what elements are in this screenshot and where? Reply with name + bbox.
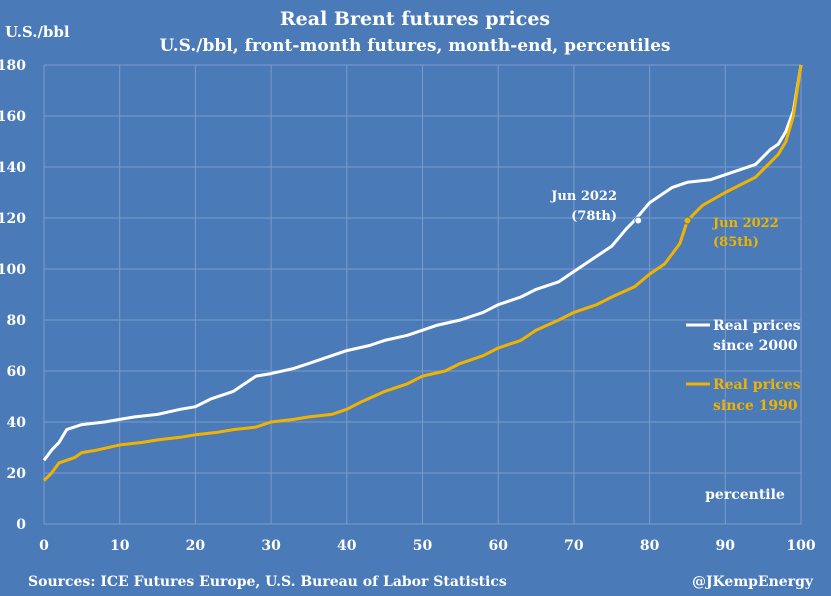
annotation-1990-sublabel: (85th) bbox=[713, 235, 759, 250]
x-axis-ticks: 0 10 20 30 40 50 60 70 80 90 100 bbox=[39, 538, 816, 554]
annotation-1990-label: Jun 2022 bbox=[712, 216, 779, 231]
y-tick-label: 160 bbox=[0, 109, 26, 125]
x-tick-label: 20 bbox=[186, 538, 206, 554]
x-tick-label: 30 bbox=[261, 538, 281, 554]
annotation-points bbox=[634, 216, 692, 225]
series-line-1 bbox=[42, 64, 803, 482]
y-axis-ticks: 0 20 40 60 80 100 120 140 160 180 bbox=[0, 58, 26, 533]
legend-1990-line2: since 1990 bbox=[713, 398, 798, 414]
y-tick-label: 80 bbox=[7, 313, 27, 329]
series-line-0 bbox=[42, 64, 803, 462]
x-tick-label: 80 bbox=[640, 538, 660, 554]
x-tick-label: 0 bbox=[39, 538, 49, 554]
x-tick-label: 40 bbox=[337, 538, 357, 554]
y-tick-label: 140 bbox=[0, 160, 26, 176]
x-tick-label: 70 bbox=[564, 538, 584, 554]
annotation-point-0 bbox=[634, 216, 643, 225]
grid bbox=[43, 64, 802, 525]
footer-sources: Sources: ICE Futures Europe, U.S. Bureau… bbox=[28, 574, 507, 590]
y-tick-label: 0 bbox=[16, 517, 26, 533]
legend-1990-line1: Real prices bbox=[713, 377, 801, 393]
x-tick-label: 100 bbox=[786, 538, 815, 554]
chart-title: Real Brent futures prices bbox=[280, 8, 550, 30]
x-tick-label: 90 bbox=[716, 538, 736, 554]
x-tick-label: 10 bbox=[110, 538, 130, 554]
x-axis-label: percentile bbox=[705, 487, 785, 503]
chart-subtitle: U.S./bbl, front-month futures, month-end… bbox=[159, 36, 670, 56]
legend: Real prices since 2000 Real prices since… bbox=[686, 318, 801, 414]
y-tick-label: 120 bbox=[0, 211, 26, 227]
x-tick-label: 50 bbox=[413, 538, 433, 554]
annotation-2000-label: Jun 2022 bbox=[550, 189, 617, 204]
y-tick-label: 60 bbox=[7, 364, 27, 380]
annotation-2000-sublabel: (78th) bbox=[571, 209, 617, 224]
annotation-point-1 bbox=[683, 216, 692, 225]
y-tick-label: 100 bbox=[0, 262, 26, 278]
y-tick-label: 180 bbox=[0, 58, 26, 74]
y-tick-label: 40 bbox=[7, 415, 27, 431]
series-lines bbox=[42, 64, 803, 482]
legend-2000-line2: since 2000 bbox=[713, 338, 798, 354]
footer-credit: @JKempEnergy bbox=[692, 574, 814, 590]
legend-2000-line1: Real prices bbox=[713, 318, 801, 334]
x-tick-label: 60 bbox=[488, 538, 508, 554]
y-tick-label: 20 bbox=[7, 466, 27, 482]
y-axis-label: U.S./bbl bbox=[5, 23, 70, 41]
